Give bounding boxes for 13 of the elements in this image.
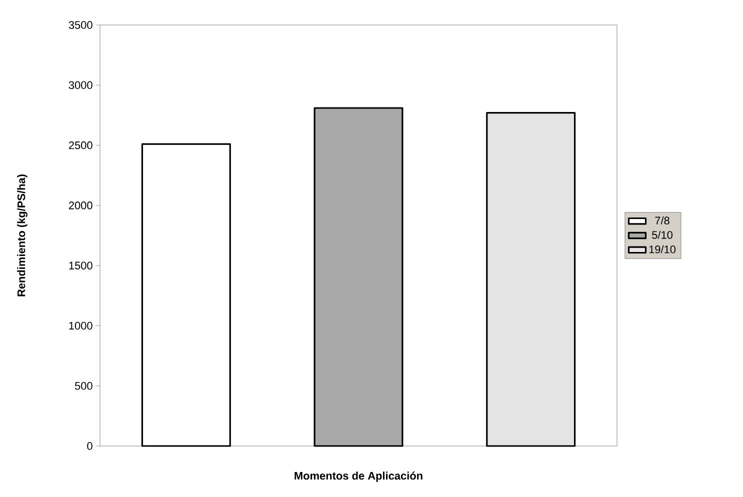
y-tick-label: 2000 <box>68 202 92 210</box>
y-axis-title: Rendimiento (kg/PS/ha) <box>17 174 28 296</box>
x-axis-title: Momentos de Aplicación <box>294 472 422 482</box>
y-tick-label: 3500 <box>68 21 92 29</box>
y-tick-label: 500 <box>74 382 92 390</box>
y-tick-label: 0 <box>87 442 92 450</box>
y-tick-label: 2500 <box>68 141 92 150</box>
y-tick-label: 1500 <box>69 262 92 270</box>
legend-label: 7/8 <box>655 216 670 224</box>
legend-label: 5/10 <box>652 230 672 239</box>
y-tick-label: 1000 <box>69 322 92 330</box>
legend-label: 19/10 <box>649 245 676 254</box>
y-tick-label: 3000 <box>68 81 92 90</box>
